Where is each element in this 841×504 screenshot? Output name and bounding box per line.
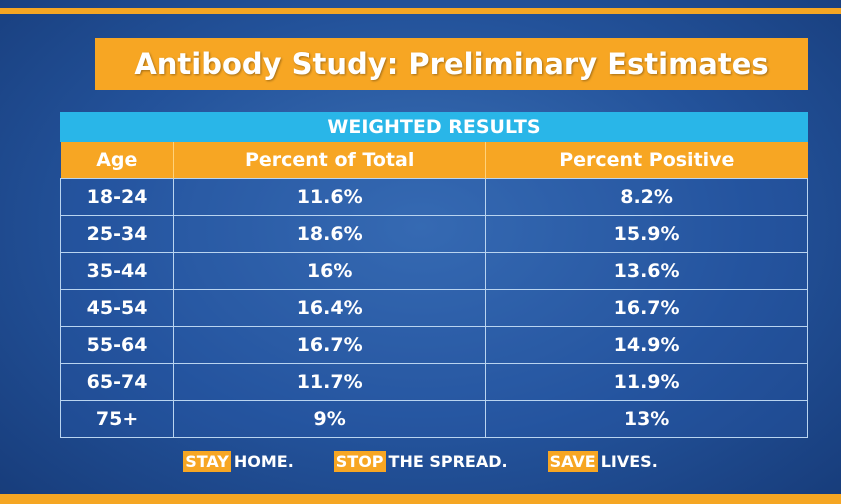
table-cell: 45-54	[61, 290, 174, 327]
table-cell: 18.6%	[174, 216, 486, 253]
slogan-highlight: STAY	[183, 451, 231, 472]
table-cell: 8.2%	[486, 179, 808, 216]
table-cell: 11.6%	[174, 179, 486, 216]
table-cell: 18-24	[61, 179, 174, 216]
slogan-text: LIVES.	[601, 452, 658, 471]
top-stripe	[0, 8, 841, 14]
slogan-text: THE SPREAD.	[389, 452, 508, 471]
table-cell: 35-44	[61, 253, 174, 290]
table-cell: 13%	[486, 401, 808, 438]
table-cell: 16.4%	[174, 290, 486, 327]
screen: Antibody Study: Preliminary Estimates WE…	[0, 0, 841, 504]
table-cell: 55-64	[61, 327, 174, 364]
table-cell: 16%	[174, 253, 486, 290]
column-header: Percent Positive	[486, 142, 808, 179]
slogan-text: HOME.	[234, 452, 294, 471]
table-cell: 15.9%	[486, 216, 808, 253]
slogan-highlight: SAVE	[548, 451, 598, 472]
table-cell: 11.9%	[486, 364, 808, 401]
table-cell: 14.9%	[486, 327, 808, 364]
table-row: 75+9%13%	[61, 401, 808, 438]
column-header: Age	[61, 142, 174, 179]
table-cell: 25-34	[61, 216, 174, 253]
table-cell: 16.7%	[486, 290, 808, 327]
table-cell: 13.6%	[486, 253, 808, 290]
table-cell: 75+	[61, 401, 174, 438]
table-cell: 9%	[174, 401, 486, 438]
slogan-highlight: STOP	[334, 451, 386, 472]
bottom-stripe	[0, 494, 841, 504]
table-cell: 65-74	[61, 364, 174, 401]
table-caption: WEIGHTED RESULTS	[60, 112, 808, 142]
table-cell: 11.7%	[174, 364, 486, 401]
title: Antibody Study: Preliminary Estimates	[95, 38, 808, 90]
column-header: Percent of Total	[174, 142, 486, 179]
table-cell: 16.7%	[174, 327, 486, 364]
